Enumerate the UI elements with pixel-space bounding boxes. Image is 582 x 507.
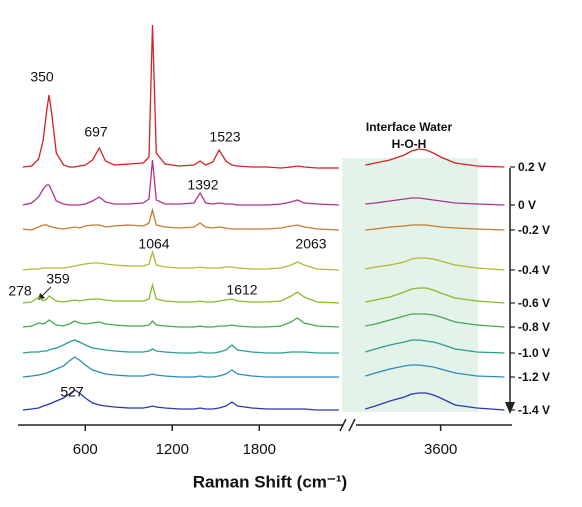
legend-label: -1.2 V: [518, 370, 550, 384]
x-axis-title: Raman Shift (cm⁻¹): [193, 472, 347, 491]
panel-title: Interface Water: [366, 120, 453, 134]
spectrum-line: [22, 339, 505, 354]
legend-label: -0.8 V: [518, 320, 550, 334]
legend-label: 0 V: [518, 198, 536, 212]
axis-break: [339, 418, 347, 432]
spectrum-line: [22, 24, 505, 169]
spectrum-line: [22, 389, 505, 411]
potential-arrowhead: [505, 402, 515, 414]
panel-subtitle: H-O-H: [392, 137, 427, 151]
x-tick-label: 1200: [156, 441, 189, 458]
peak-label: 359: [46, 271, 70, 287]
legend-label: -1.0 V: [518, 346, 550, 360]
legend-label: -0.2 V: [518, 223, 550, 237]
annotation-arrow: [40, 286, 52, 298]
spectrum-line: [22, 356, 505, 378]
legend-label: -0.4 V: [518, 263, 550, 277]
x-tick-label: 600: [73, 441, 98, 458]
peak-label: 278: [8, 283, 32, 299]
spectrum-line: [22, 249, 505, 271]
legend-label: -0.6 V: [518, 296, 550, 310]
peak-label: 1523: [209, 129, 240, 145]
legend-label: 0.2 V: [518, 160, 546, 174]
spectrum-line: [22, 207, 505, 231]
water-band-shade: [342, 158, 478, 412]
axis-break: [348, 418, 356, 432]
x-tick-label: 1800: [243, 441, 276, 458]
peak-label: 527: [60, 384, 84, 400]
peak-label: 350: [30, 69, 54, 85]
peak-label: 1392: [187, 177, 218, 193]
peak-label: 697: [84, 124, 108, 140]
spectrum-line: [22, 159, 505, 206]
peak-label: 2063: [295, 236, 326, 252]
peak-label: 1612: [226, 282, 257, 298]
spectrum-line: [22, 313, 505, 328]
legend-label: -1.4 V: [518, 403, 550, 417]
spectrum-line: [22, 282, 505, 304]
peak-label: 1064: [138, 236, 169, 252]
x-tick-label: 3600: [424, 441, 457, 458]
